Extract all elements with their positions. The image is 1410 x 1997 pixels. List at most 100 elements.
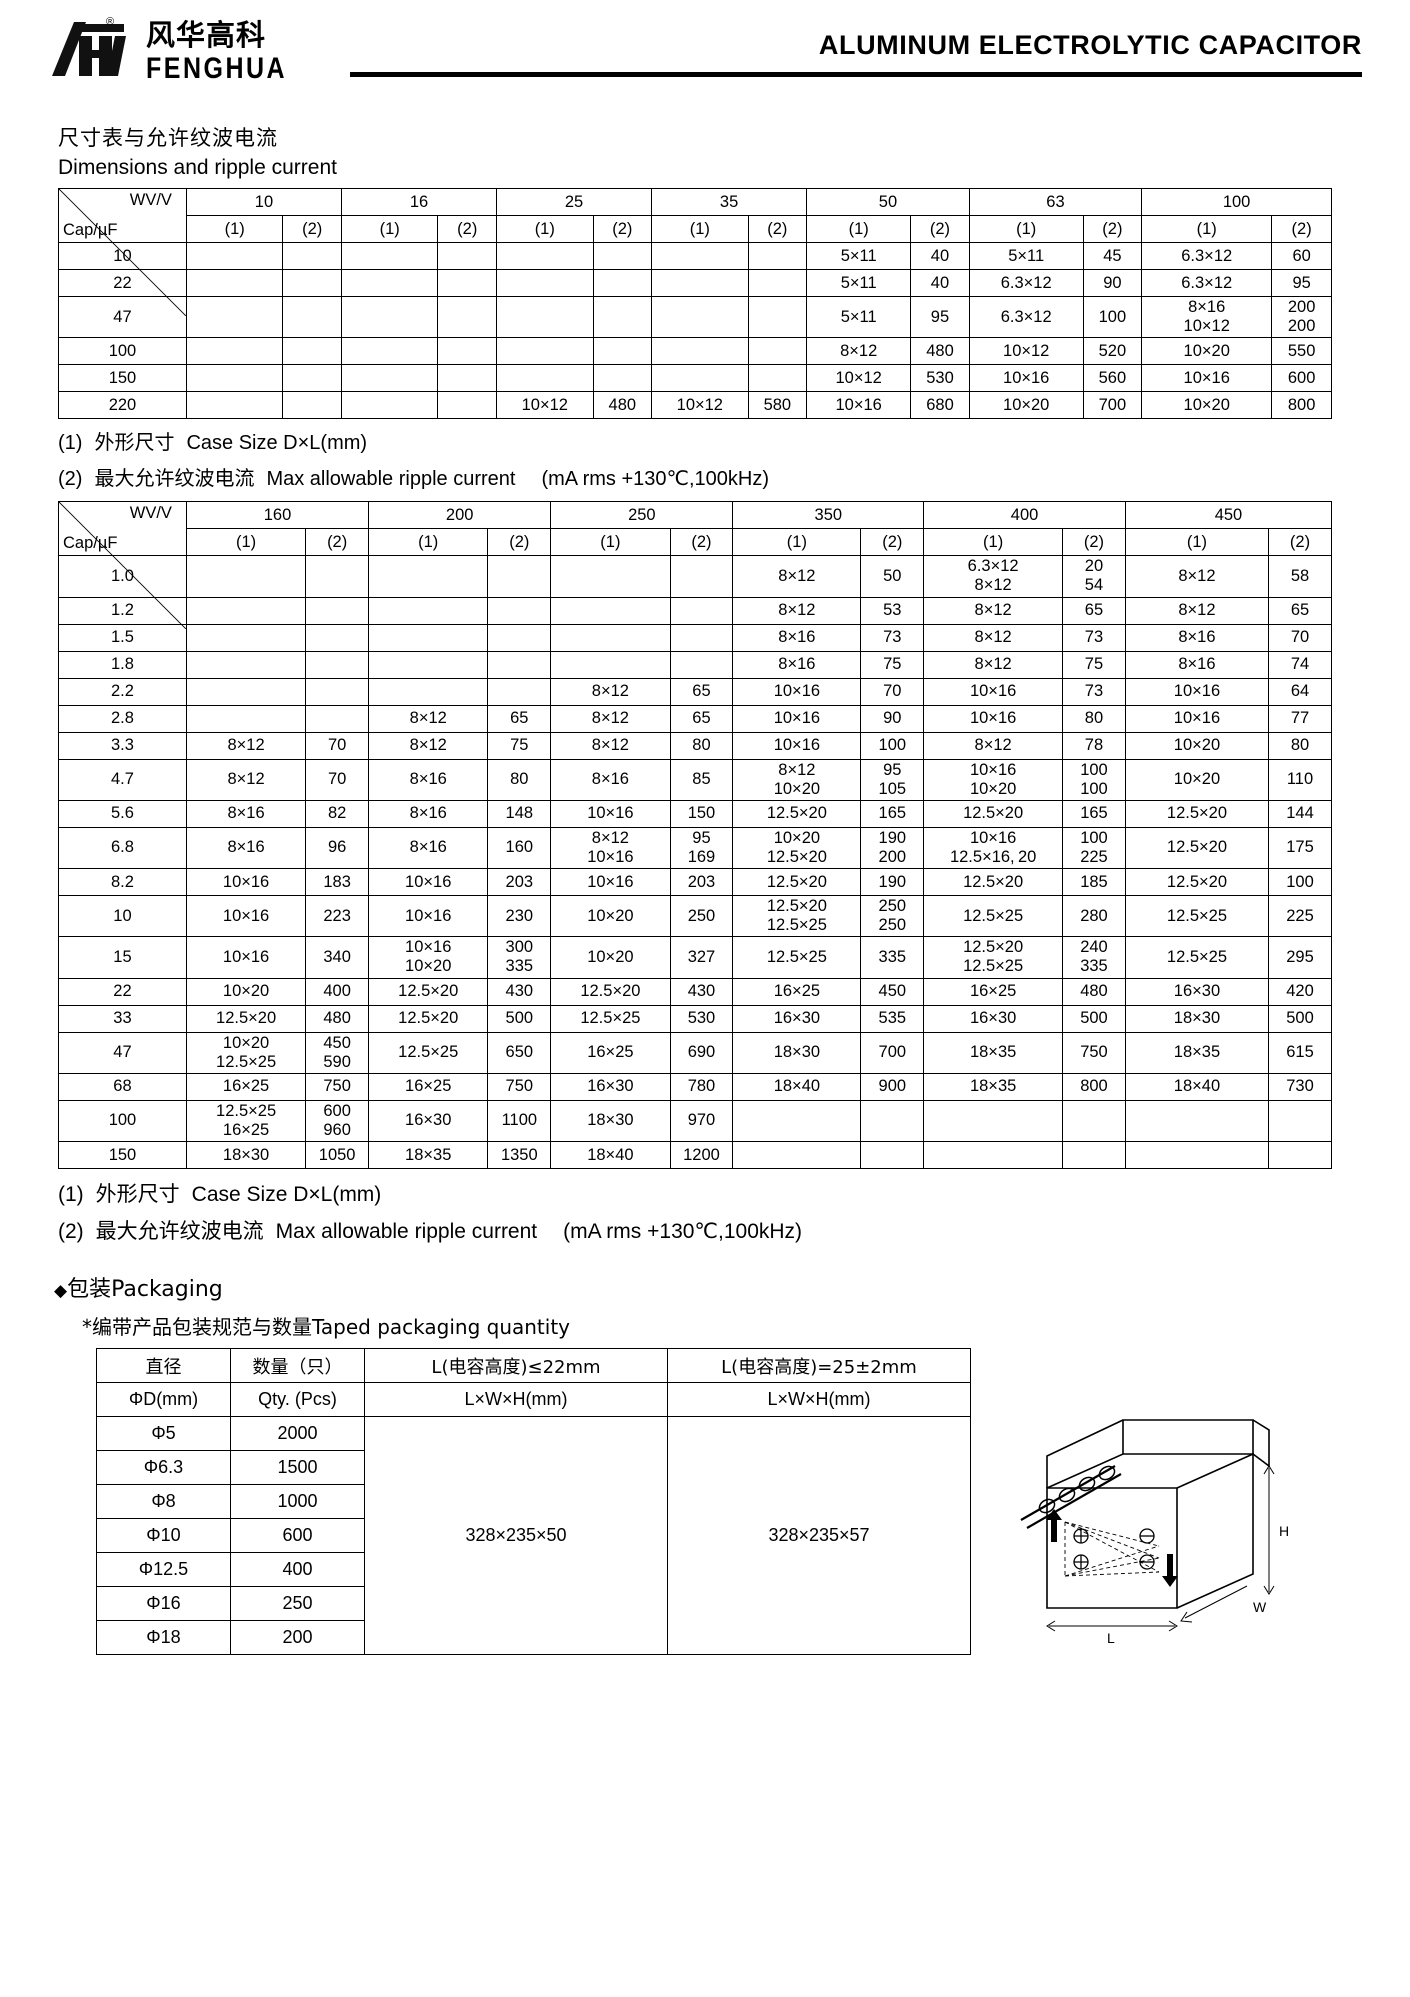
quantity-cell: 250	[230, 1586, 365, 1621]
data-cell: 10×12	[496, 391, 594, 420]
data-cell: 78	[1062, 731, 1126, 760]
data-cell	[592, 242, 653, 270]
diameter-header-en: ΦD(mm)	[96, 1382, 231, 1417]
data-cell: 280	[1062, 894, 1126, 938]
data-cell: 8×16	[368, 758, 489, 801]
voltage-group-header: 350	[732, 501, 925, 530]
data-cell: 148	[487, 799, 552, 828]
data-cell: 327	[669, 936, 734, 979]
data-cell	[1124, 1099, 1270, 1143]
data-cell: 16×30	[923, 1004, 1064, 1033]
section1-note-2: (2) 最大允许纹波电流 Max allowable ripple current (…	[58, 462, 1362, 491]
data-cell: 1200	[669, 1141, 734, 1169]
data-cell	[747, 337, 808, 366]
data-cell: 40	[910, 242, 970, 270]
data-cell	[496, 242, 594, 270]
data-cell: 10×16	[368, 894, 489, 938]
data-cell: 8×12	[185, 731, 307, 760]
data-cell: 18×40	[1124, 1072, 1270, 1101]
data-cell: 150	[669, 799, 734, 828]
note2-condition: (mA rms +130℃,100kHz)	[541, 468, 769, 491]
note2-condition: (mA rms +130℃,100kHz)	[563, 1220, 803, 1243]
voltage-group-header: 50	[806, 188, 970, 216]
data-cell: 10×16	[806, 391, 912, 420]
capacitance-cell: 22	[58, 977, 187, 1006]
data-cell	[1124, 1141, 1270, 1169]
subcolumn-header: (2)	[747, 215, 808, 243]
data-cell: 12.5×20	[732, 799, 862, 828]
logo-wordmark: 风华高科 FENGHUA	[146, 18, 287, 84]
data-cell: 10×16	[185, 936, 307, 979]
data-cell	[592, 295, 653, 339]
data-cell	[437, 337, 498, 366]
data-cell: 16×25	[732, 977, 862, 1006]
data-cell: 420	[1268, 977, 1332, 1006]
data-cell	[592, 337, 653, 366]
data-cell: 230	[487, 894, 552, 938]
data-cell: 16×25	[550, 1031, 671, 1074]
voltage-group-header: 200	[368, 501, 552, 530]
data-cell: 500	[1062, 1004, 1126, 1033]
data-cell: 8×12	[923, 623, 1064, 652]
data-cell	[487, 677, 552, 706]
data-cell: 70	[305, 758, 370, 801]
capacitance-cell: 2.8	[58, 704, 187, 733]
data-cell: 12.5×25	[550, 1004, 671, 1033]
height-le22-header: L(电容高度)≤22mm	[364, 1348, 668, 1383]
capacitance-cell: 100	[58, 337, 187, 366]
data-cell: 10×16	[968, 364, 1084, 393]
data-cell	[651, 269, 749, 297]
data-cell: 225	[1268, 894, 1332, 938]
data-cell: 340	[305, 936, 370, 979]
data-cell	[923, 1141, 1064, 1169]
data-cell: 60	[1271, 242, 1332, 270]
data-cell: 6.3×12	[968, 269, 1084, 297]
data-cell: 430	[669, 977, 734, 1006]
capacitance-cell: 47	[58, 1031, 187, 1074]
data-cell: 100	[1082, 295, 1143, 339]
lwh-header-2: L×W×H(mm)	[667, 1382, 971, 1417]
data-cell: 240 335	[1062, 936, 1126, 979]
table-row: 22 5×11 40 6.3×12 90 6.3×12 95	[58, 269, 1332, 297]
quantity-cell: 1000	[230, 1484, 365, 1519]
subcolumn-header: (1)	[1124, 528, 1270, 557]
data-cell: 70	[1268, 623, 1332, 652]
data-cell: 18×30	[185, 1141, 307, 1169]
data-cell: 5×11	[806, 269, 912, 297]
subcolumn-header: (1)	[1141, 215, 1273, 243]
data-cell: 16×30	[1124, 977, 1270, 1006]
data-cell	[651, 337, 749, 366]
data-cell	[368, 555, 489, 598]
data-cell: 190	[860, 868, 925, 896]
diameter-cell: Φ6.3	[96, 1450, 231, 1485]
data-cell	[305, 596, 370, 625]
data-cell: 900	[860, 1072, 925, 1101]
capacitance-cell: 150	[58, 1141, 187, 1169]
data-cell	[592, 364, 653, 393]
packaging-row: Φ12.5 400	[96, 1552, 971, 1587]
asterisk-bullet-icon: *	[82, 1315, 92, 1339]
data-cell	[340, 242, 439, 270]
data-cell: 175	[1268, 826, 1332, 870]
carton-size-le22: 328×235×50	[364, 1416, 668, 1655]
data-cell	[185, 596, 307, 625]
note2-label-cn: 最大允许纹波电流	[94, 466, 255, 491]
data-cell	[282, 391, 342, 420]
data-cell: 8×12	[185, 758, 307, 801]
data-cell: 200 200	[1271, 295, 1332, 339]
data-cell	[368, 677, 489, 706]
data-cell: 10×12	[651, 391, 749, 420]
data-cell: 65	[1062, 596, 1126, 625]
data-cell: 535	[860, 1004, 925, 1033]
data-cell: 203	[669, 868, 734, 896]
data-cell: 85	[669, 758, 734, 801]
data-cell: 8×12	[368, 731, 489, 760]
data-cell: 18×30	[1124, 1004, 1270, 1033]
voltage-group-header: 10	[185, 188, 342, 216]
data-cell: 250	[669, 894, 734, 938]
capacitance-cell: 10	[58, 894, 187, 938]
data-cell: 480	[1062, 977, 1126, 1006]
data-cell	[747, 295, 808, 339]
quantity-cell: 200	[230, 1620, 365, 1655]
capacitance-cell: 1.5	[58, 623, 187, 652]
